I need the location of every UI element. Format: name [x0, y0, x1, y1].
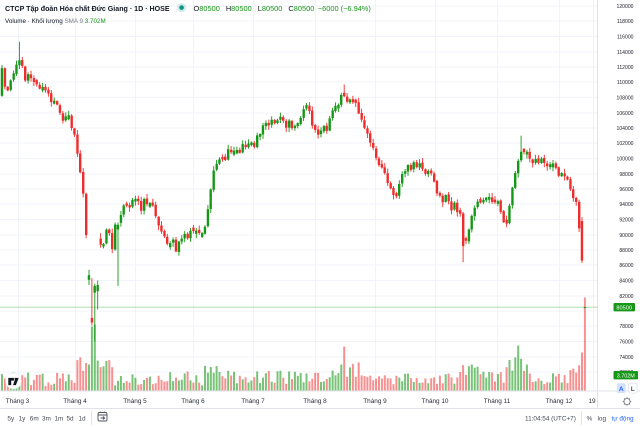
- svg-text:116000: 116000: [617, 35, 634, 41]
- svg-text:104000: 104000: [617, 126, 634, 132]
- svg-text:78000: 78000: [619, 324, 633, 330]
- svg-text:94000: 94000: [619, 202, 633, 208]
- svg-text:82000: 82000: [619, 294, 633, 300]
- svg-text:tự động: tự động: [612, 416, 634, 423]
- svg-text:Tháng 8: Tháng 8: [303, 398, 327, 405]
- svg-text:Tháng 7: Tháng 7: [241, 398, 265, 405]
- svg-text:3.702M: 3.702M: [617, 373, 635, 379]
- svg-text:112000: 112000: [617, 65, 634, 71]
- svg-text:92000: 92000: [619, 218, 633, 224]
- svg-text:6m: 6m: [30, 416, 39, 423]
- svg-text:114000: 114000: [617, 50, 634, 56]
- svg-text:Tháng 9: Tháng 9: [363, 398, 387, 405]
- svg-text:110000: 110000: [617, 80, 634, 86]
- svg-text:Tháng 4: Tháng 4: [63, 398, 87, 405]
- svg-text:86000: 86000: [619, 263, 633, 269]
- svg-text:88000: 88000: [619, 248, 633, 254]
- svg-text:Tháng 12: Tháng 12: [545, 398, 572, 405]
- svg-text:log: log: [598, 416, 607, 423]
- svg-text:5y: 5y: [7, 416, 15, 423]
- svg-text:Tháng 10: Tháng 10: [421, 398, 448, 405]
- svg-text:120000: 120000: [617, 4, 634, 10]
- svg-text:106000: 106000: [617, 111, 634, 117]
- svg-text:19: 19: [588, 398, 596, 405]
- svg-text:96000: 96000: [619, 187, 633, 193]
- svg-text:102000: 102000: [617, 141, 634, 147]
- svg-text:84000: 84000: [619, 279, 633, 285]
- svg-text:1y: 1y: [19, 416, 27, 423]
- svg-text:100000: 100000: [617, 157, 634, 163]
- svg-text:1m: 1m: [55, 416, 64, 423]
- svg-text:1d: 1d: [79, 416, 87, 423]
- svg-text:CTCP Tập đoàn Hóa chất Đức Gia: CTCP Tập đoàn Hóa chất Đức Giang · 1D · …: [5, 5, 170, 13]
- svg-text:%: %: [587, 416, 593, 423]
- svg-text:Tháng 6: Tháng 6: [181, 398, 205, 405]
- svg-text:80500: 80500: [616, 305, 632, 311]
- svg-text:A: A: [619, 386, 624, 393]
- svg-text:11:04:54 (UTC+7): 11:04:54 (UTC+7): [525, 416, 576, 423]
- svg-text:98000: 98000: [619, 172, 633, 178]
- svg-text:L: L: [631, 386, 635, 393]
- svg-text:3m: 3m: [42, 416, 51, 423]
- svg-text:76000: 76000: [619, 340, 633, 346]
- svg-text:Tháng 5: Tháng 5: [123, 398, 147, 405]
- svg-text:90000: 90000: [619, 233, 633, 239]
- svg-text:108000: 108000: [617, 96, 634, 102]
- svg-text:5d: 5d: [67, 416, 75, 423]
- svg-text:Volume · Khối lượng SMA 9 3.7: Volume · Khối lượng SMA 9 3.702M: [5, 16, 106, 25]
- svg-text:74000: 74000: [619, 355, 633, 361]
- svg-text:Tháng 11: Tháng 11: [484, 398, 511, 405]
- svg-text:Tháng 3: Tháng 3: [6, 398, 30, 405]
- svg-text:118000: 118000: [617, 19, 634, 25]
